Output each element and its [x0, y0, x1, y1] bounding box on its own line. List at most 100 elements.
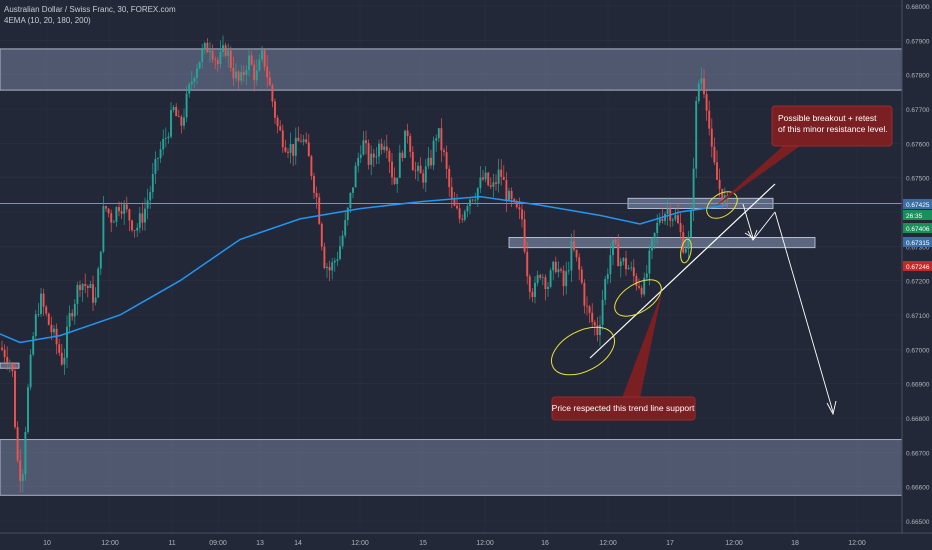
candle-body: [232, 67, 235, 79]
candle-body: [648, 250, 651, 274]
candle-body: [518, 207, 521, 210]
y-tick-label: 0.66700: [906, 450, 930, 457]
candle-body: [450, 187, 453, 200]
candle-body: [393, 177, 396, 184]
candle-body: [214, 59, 217, 61]
candle-body: [391, 161, 393, 178]
candle-body: [45, 306, 48, 314]
candle-body: [21, 474, 24, 481]
candle-body: [118, 207, 120, 212]
candle-body: [266, 66, 269, 78]
candle-body: [279, 126, 282, 131]
candle-body: [6, 356, 9, 363]
x-tick-label: 18: [791, 540, 799, 547]
candle-body: [713, 146, 716, 163]
candle-body: [627, 268, 630, 270]
candle-body: [482, 177, 484, 180]
candle-body: [682, 232, 685, 253]
candle-body: [622, 258, 625, 262]
minor-zone: [508, 237, 816, 249]
candle-body: [289, 144, 292, 153]
price-tag: [903, 223, 932, 233]
candle-body: [261, 50, 263, 60]
y-tick-label: 0.66600: [906, 485, 930, 492]
candle-body: [240, 72, 243, 81]
x-tick-label: 13: [256, 540, 264, 547]
candle-body: [250, 55, 253, 65]
candle-body: [471, 199, 474, 201]
candle-body: [557, 269, 560, 273]
price-tag-label: 0.67406: [906, 226, 930, 233]
candle-body: [549, 270, 552, 287]
candle-body: [42, 293, 45, 307]
candle-body: [378, 143, 380, 157]
candle-body: [461, 218, 464, 220]
candle-body: [79, 285, 81, 290]
candle-body: [162, 138, 165, 150]
candle-body: [310, 156, 313, 176]
candle-body: [619, 261, 622, 267]
candle-body: [658, 219, 661, 223]
candle-body: [136, 227, 139, 231]
candle-body: [89, 284, 92, 288]
candle-body: [206, 42, 209, 53]
candle-body: [586, 305, 588, 307]
candle-body: [497, 169, 500, 184]
candle-body: [695, 101, 698, 169]
candle-body: [227, 50, 230, 56]
candle-body: [578, 257, 581, 270]
callout-trendline: Price respected this trend line support: [551, 292, 696, 421]
candle-body: [617, 243, 620, 267]
candle-body: [185, 93, 188, 118]
candle-body: [401, 152, 404, 158]
projection-arrow-2: [752, 211, 776, 241]
x-axis[interactable]: 10 12:00 11 09:00 13 14 12:00 15 12:00 16 12:00 17 1…: [43, 540, 866, 547]
candle-body: [281, 130, 284, 148]
y-tick-label: 0.67700: [906, 107, 930, 114]
candle-body: [58, 344, 61, 353]
x-tick-label: 16: [541, 540, 549, 547]
x-tick-label: 12:00: [351, 540, 369, 547]
candle-body: [346, 207, 349, 221]
grid: [0, 5, 902, 522]
candle-body: [133, 230, 136, 231]
candle-body: [632, 267, 635, 277]
candle-body: [560, 269, 562, 271]
candle-body: [684, 248, 687, 253]
candle-body: [526, 251, 529, 277]
price-tag-label: 26:35: [906, 213, 923, 220]
candle-body: [120, 211, 123, 214]
candle-body: [513, 199, 516, 201]
candle-body: [19, 460, 22, 481]
candle-body: [344, 220, 347, 236]
candle-body: [411, 151, 414, 171]
candle-body: [500, 169, 503, 177]
candle-body: [105, 206, 107, 209]
candle-body: [645, 273, 648, 278]
candle-body: [375, 156, 378, 158]
candle-body: [27, 387, 29, 432]
indicator-title: 4EMA (10, 20, 180, 200): [4, 16, 91, 25]
candle-body: [94, 297, 97, 303]
y-tick-label: 0.67300: [906, 244, 930, 251]
candle-body: [406, 130, 409, 137]
candle-body: [601, 299, 604, 325]
candle-body: [47, 313, 50, 325]
callout-trendline-pointer: [622, 292, 662, 398]
candle-body: [313, 175, 315, 193]
candle-body: [211, 50, 214, 60]
candle-body: [331, 262, 334, 271]
candle-body: [339, 246, 341, 260]
candle-body: [8, 362, 11, 364]
candle-body: [565, 271, 568, 287]
candle-body: [107, 208, 110, 214]
candle-body: [86, 285, 89, 288]
candle-body: [531, 291, 534, 297]
candles: [1, 35, 729, 493]
chart-legend: Australian Dollar / Swiss Franc, 30, FOR…: [4, 4, 176, 26]
candle-body: [141, 213, 144, 223]
candle-body: [690, 210, 692, 237]
candle-body: [716, 162, 718, 180]
candle-body: [323, 246, 326, 269]
